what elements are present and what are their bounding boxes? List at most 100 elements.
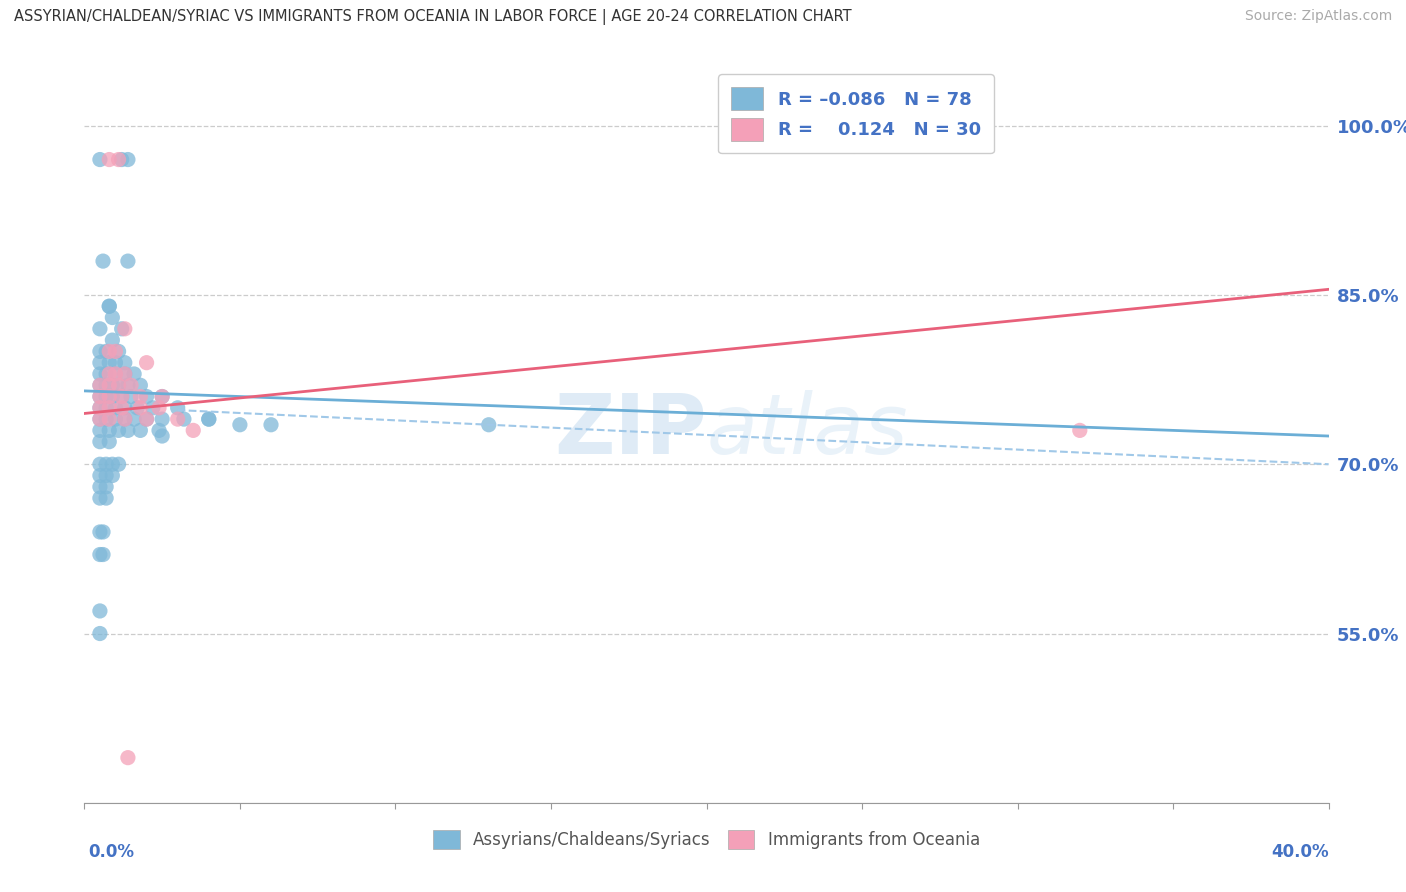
Point bbox=[111, 390, 134, 404]
Point bbox=[89, 401, 111, 415]
Point bbox=[122, 412, 145, 426]
Point bbox=[94, 480, 117, 494]
Text: Source: ZipAtlas.com: Source: ZipAtlas.com bbox=[1244, 9, 1392, 23]
Point bbox=[89, 412, 111, 426]
Point bbox=[173, 412, 195, 426]
Point bbox=[89, 344, 111, 359]
Point bbox=[91, 548, 114, 562]
Point bbox=[111, 322, 134, 336]
Point bbox=[129, 378, 152, 392]
Point bbox=[89, 401, 111, 415]
Point bbox=[101, 333, 124, 347]
Point bbox=[104, 412, 127, 426]
Point bbox=[89, 626, 111, 640]
Point bbox=[117, 424, 139, 438]
Point bbox=[94, 491, 117, 505]
Point bbox=[114, 412, 136, 426]
Point bbox=[120, 390, 142, 404]
Point bbox=[107, 378, 129, 392]
Point bbox=[89, 480, 111, 494]
Point bbox=[89, 322, 111, 336]
Point bbox=[150, 412, 173, 426]
Point bbox=[91, 524, 114, 539]
Point bbox=[101, 390, 124, 404]
Point bbox=[89, 378, 111, 392]
Point bbox=[98, 424, 121, 438]
Text: 40.0%: 40.0% bbox=[1271, 843, 1329, 861]
Point bbox=[98, 378, 121, 392]
Point bbox=[94, 367, 117, 381]
Point bbox=[114, 322, 136, 336]
Point bbox=[101, 468, 124, 483]
Point bbox=[98, 344, 121, 359]
Point bbox=[104, 401, 127, 415]
Text: ZIP: ZIP bbox=[554, 390, 707, 471]
Point bbox=[150, 429, 173, 443]
Point bbox=[150, 390, 173, 404]
Point bbox=[104, 356, 127, 370]
Point bbox=[101, 378, 124, 392]
Point bbox=[89, 153, 111, 167]
Text: 0.0%: 0.0% bbox=[89, 843, 135, 861]
Point bbox=[135, 412, 157, 426]
Point bbox=[117, 378, 139, 392]
Text: ASSYRIAN/CHALDEAN/SYRIAC VS IMMIGRANTS FROM OCEANIA IN LABOR FORCE | AGE 20-24 C: ASSYRIAN/CHALDEAN/SYRIAC VS IMMIGRANTS F… bbox=[14, 9, 852, 25]
Point bbox=[142, 401, 165, 415]
Point bbox=[98, 356, 121, 370]
Point bbox=[89, 548, 111, 562]
Point bbox=[135, 390, 157, 404]
Point bbox=[98, 401, 121, 415]
Point bbox=[114, 401, 136, 415]
Point bbox=[181, 424, 204, 438]
Point bbox=[101, 457, 124, 471]
Point bbox=[107, 378, 129, 392]
Point bbox=[94, 390, 117, 404]
Point bbox=[117, 153, 139, 167]
Point bbox=[129, 424, 152, 438]
Point bbox=[198, 412, 221, 426]
Point bbox=[89, 491, 111, 505]
Point bbox=[148, 401, 170, 415]
Point bbox=[94, 412, 117, 426]
Point bbox=[148, 424, 170, 438]
Point bbox=[89, 412, 111, 426]
Point bbox=[94, 468, 117, 483]
Point bbox=[111, 153, 134, 167]
Point bbox=[89, 367, 111, 381]
Point bbox=[98, 434, 121, 449]
Point bbox=[107, 153, 129, 167]
Point bbox=[150, 390, 173, 404]
Point bbox=[89, 524, 111, 539]
Point bbox=[98, 367, 121, 381]
Point bbox=[229, 417, 252, 432]
Point bbox=[94, 344, 117, 359]
Point bbox=[166, 401, 188, 415]
Point bbox=[120, 378, 142, 392]
Point bbox=[98, 412, 121, 426]
Point bbox=[98, 153, 121, 167]
Point bbox=[129, 401, 152, 415]
Point bbox=[114, 356, 136, 370]
Point bbox=[260, 417, 283, 432]
Point bbox=[122, 367, 145, 381]
Point bbox=[135, 412, 157, 426]
Point bbox=[89, 434, 111, 449]
Point bbox=[89, 390, 111, 404]
Point bbox=[94, 457, 117, 471]
Point bbox=[89, 604, 111, 618]
Point bbox=[91, 254, 114, 268]
Point bbox=[89, 378, 111, 392]
Point bbox=[1069, 424, 1091, 438]
Point bbox=[107, 457, 129, 471]
Point bbox=[107, 344, 129, 359]
Point bbox=[127, 401, 149, 415]
Point bbox=[129, 390, 152, 404]
Point bbox=[166, 412, 188, 426]
Point bbox=[478, 417, 501, 432]
Point bbox=[98, 390, 121, 404]
Point bbox=[89, 468, 111, 483]
Point bbox=[104, 367, 127, 381]
Point bbox=[98, 299, 121, 313]
Point bbox=[89, 356, 111, 370]
Point bbox=[101, 310, 124, 325]
